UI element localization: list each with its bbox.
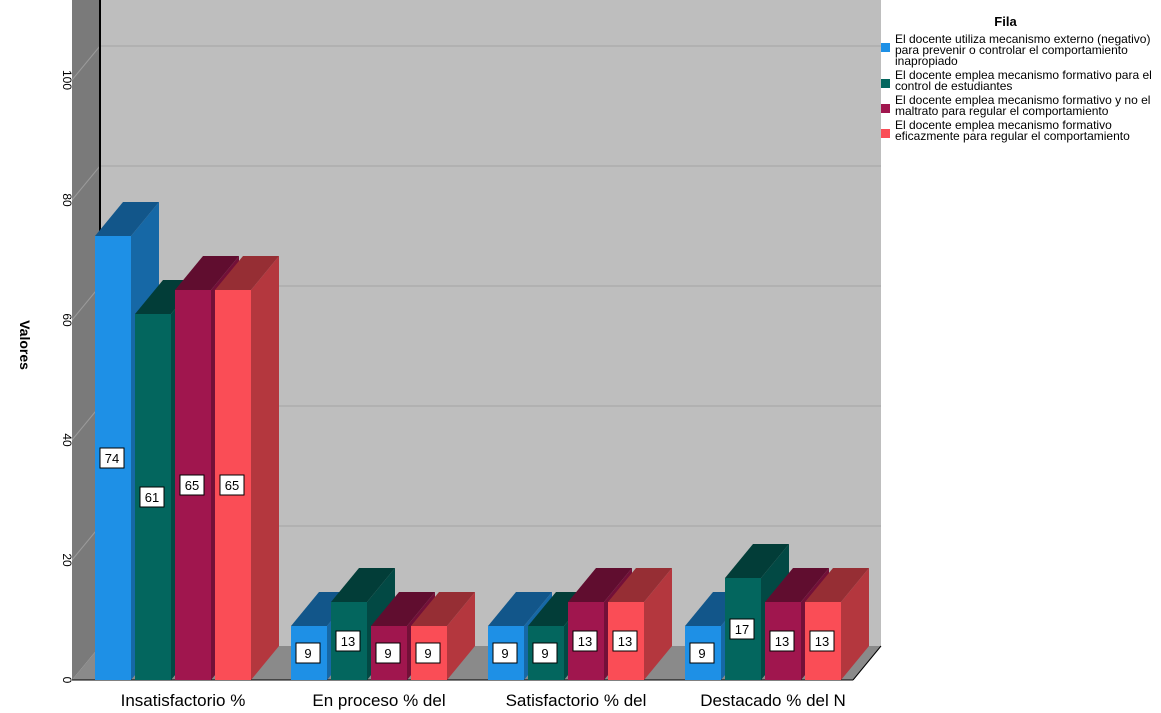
y-tick-label: 100 [60,70,74,90]
x-tick-label: Insatisfactorio % [121,691,246,710]
legend-swatch [881,129,890,138]
data-label-box [139,486,165,508]
bar-side [251,256,279,680]
floor-edge [852,645,882,681]
bar-top [568,568,632,602]
bar: 9 [411,592,475,680]
legend: Fila El docente utiliza mecanismo extern… [880,14,1161,145]
bar-top [805,568,869,602]
bar: 65 [215,256,279,680]
data-label-box [532,642,558,664]
legend-item: El docente emplea mecanismo formativo pa… [880,68,1161,93]
data-label-box [612,630,638,652]
data-label: 61 [145,490,159,505]
bar-top [411,592,475,626]
data-label: 13 [815,634,829,649]
data-label: 13 [578,634,592,649]
data-label-box [179,474,205,496]
legend-swatch [881,104,890,113]
x-tick-label: En proceso % del [312,691,445,710]
legend-label: El docente emplea mecanismo formativo y … [895,93,1151,118]
bar-top [331,568,395,602]
y-tick-label: 40 [60,433,74,447]
data-label: 9 [304,646,311,661]
bar-top [175,256,239,290]
x-tick-label: Destacado % del N [700,691,846,710]
legend-label: El docente emplea mecanismo formativo ef… [895,118,1130,143]
data-label-box [689,642,715,664]
data-label: 9 [424,646,431,661]
data-label-box [335,630,361,652]
bar-side [447,592,475,680]
plot-side-wall [72,0,100,680]
data-label: 74 [105,451,119,466]
bars: 74 61 65 65 9 13 9 9 9 9 13 13 9 17 13 13 [95,202,869,680]
data-label: 13 [341,634,355,649]
data-label-box [729,618,755,640]
legend-item: El docente emplea mecanismo formativo y … [880,93,1161,118]
data-label-box [415,642,441,664]
data-label-box [375,642,401,664]
bar-top [608,568,672,602]
bar-top [95,202,159,236]
data-label: 9 [698,646,705,661]
x-tick-labels: Insatisfactorio % En proceso % del Satisfa… [121,691,846,710]
data-label: 65 [225,478,239,493]
data-label-box [809,630,835,652]
y-tick-label: 0 [60,677,74,684]
bar-top [371,592,435,626]
data-label: 9 [384,646,391,661]
data-label-box [99,447,125,469]
data-label-box [492,642,518,664]
legend-title: Fila [994,14,1017,29]
legend-item: El docente utiliza mecanismo externo (ne… [880,32,1161,68]
bar-side [841,568,869,680]
data-label: 9 [501,646,508,661]
legend-items: El docente utiliza mecanismo externo (ne… [880,32,1161,143]
legend-label: El docente utiliza mecanismo externo (ne… [895,32,1151,68]
y-tick-labels: 0 20 40 60 80 100 [60,70,74,684]
data-label-box [769,630,795,652]
bar: 13 [805,568,869,680]
data-label: 13 [775,634,789,649]
bar: 13 [608,568,672,680]
x-tick-label: Satisfactorio % del [506,691,647,710]
bar-side [644,568,672,680]
y-tick-label: 60 [60,313,74,327]
bar-top [215,256,279,290]
legend-item: El docente emplea mecanismo formativo ef… [880,118,1161,143]
data-label-box [219,474,245,496]
bar-top [488,592,552,626]
legend-label: El docente emplea mecanismo formativo pa… [895,68,1152,93]
data-label: 9 [541,646,548,661]
data-label: 65 [185,478,199,493]
data-label: 13 [618,634,632,649]
y-axis-label: Valores [17,320,33,370]
plot-floor [72,646,881,680]
legend-swatch [881,79,890,88]
data-label: 17 [735,622,749,637]
legend-swatch [881,43,890,52]
bar-top [725,544,789,578]
data-label-box [295,642,321,664]
y-tick-label: 20 [60,553,74,567]
y-tick-label: 80 [60,193,74,207]
gridline-side [71,165,101,201]
gridline-side [71,45,101,81]
data-label-box [572,630,598,652]
bar-top [765,568,829,602]
